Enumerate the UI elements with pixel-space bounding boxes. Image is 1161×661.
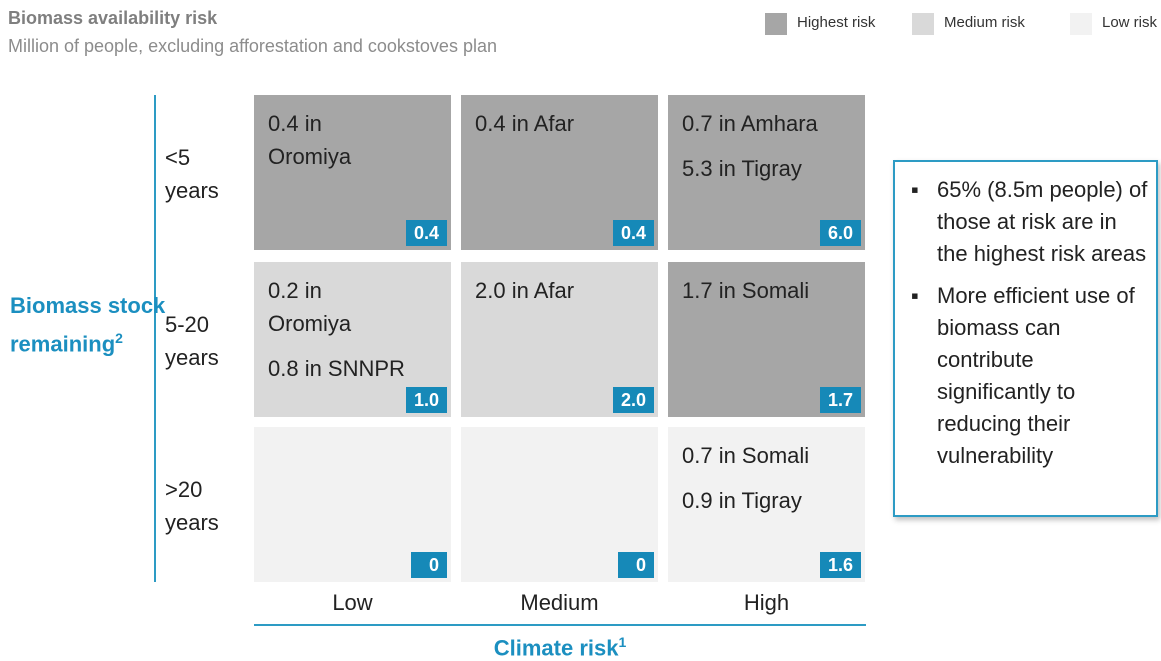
x-axis-title: Climate risk [493, 635, 619, 661]
legend-swatch [765, 13, 787, 35]
cell-total: 0 [411, 552, 447, 578]
cell-total: 1.0 [405, 387, 447, 413]
bullet: More efficient use of biomass can contri… [911, 280, 1148, 472]
cell-total: 6.0 [819, 220, 861, 246]
matrix-cell: 0.7 in Somali 0.9 in Tigray 1.6 [668, 427, 865, 582]
column-label: Low [332, 590, 373, 615]
axis-line [254, 624, 866, 626]
matrix-cell: 0.4 in Afar 0.4 [461, 95, 658, 250]
legend-label: Medium risk [944, 14, 1025, 31]
matrix-cell: 0 [254, 427, 451, 582]
cell-entry: 0.2 in Oromiya [268, 278, 352, 336]
title: Biomass availability risk [8, 8, 218, 28]
y-axis-title: Biomass stock remaining [10, 293, 166, 357]
axis-line [154, 95, 156, 582]
cell-entry: 0.4 in Afar [475, 111, 575, 136]
footnote-marker: 1 [618, 634, 627, 650]
legend-swatch [1070, 13, 1092, 35]
subtitle: Million of people, excluding afforestati… [8, 36, 497, 56]
legend-label: Low risk [1102, 14, 1158, 31]
x-axis-label: Climate risk1 [254, 634, 866, 661]
cell-total: 0.4 [612, 220, 654, 246]
matrix-cell: 0.4 in Oromiya 0.4 [254, 95, 451, 250]
matrix-cell: 1.7 in Somali 1.7 [668, 262, 865, 417]
callout: 65% (8.5m people) of those at risk are i… [893, 160, 1158, 517]
matrix-cell: 0.2 in Oromiya 0.8 in SNNPR 1.0 [254, 262, 451, 417]
matrix-cell: 2.0 in Afar 2.0 [461, 262, 658, 417]
bullet: 65% (8.5m people) of those at risk are i… [911, 174, 1148, 270]
cell-entry: 0.8 in SNNPR [268, 356, 405, 381]
cell-entry: 0.4 in Oromiya [268, 111, 352, 169]
cell-total: 2.0 [612, 387, 654, 413]
y-axis-label: Biomass stock remaining2 [10, 290, 165, 360]
cell-total: 0 [618, 552, 654, 578]
cell-entry: 0.7 in Somali [682, 443, 810, 468]
cell-total: 1.6 [819, 552, 861, 578]
column-label: High [743, 590, 790, 615]
row-label: <5 years [165, 145, 219, 203]
cell-total: 0.4 [405, 220, 447, 246]
cell-entry: 0.9 in Tigray [682, 488, 802, 513]
cell-entry: 1.7 in Somali [682, 278, 810, 303]
matrix-cell: 0.7 in Amhara 5.3 in Tigray 6.0 [668, 95, 865, 250]
cell-total: 1.7 [819, 387, 861, 413]
footnote-marker: 2 [115, 330, 123, 346]
cell-entry: 0.7 in Amhara [682, 111, 818, 136]
legend-swatch [912, 13, 934, 35]
cell-entry: 5.3 in Tigray [682, 156, 802, 181]
legend-label: Highest risk [797, 14, 876, 31]
column-label: Medium [520, 590, 599, 615]
row-label: >20 years [165, 477, 219, 535]
row-label: 5-20 years [165, 312, 219, 370]
cell-entry: 2.0 in Afar [475, 278, 575, 303]
matrix-cell: 0 [461, 427, 658, 582]
